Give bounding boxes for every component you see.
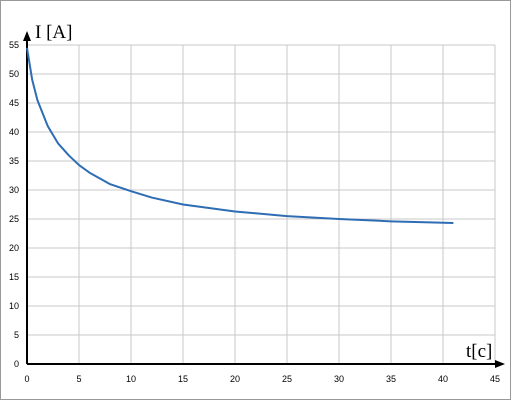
- x-tick-label: 20: [230, 374, 240, 384]
- x-tick-label: 35: [386, 374, 396, 384]
- y-tick-label: 30: [9, 185, 19, 195]
- x-tick-label: 30: [334, 374, 344, 384]
- x-tick-label: 40: [438, 374, 448, 384]
- x-tick-label: 15: [178, 374, 188, 384]
- y-tick-label: 10: [9, 301, 19, 311]
- x-axis-label: t[c]: [466, 341, 492, 362]
- x-tick-label: 45: [490, 374, 500, 384]
- y-tick-label: 5: [14, 330, 19, 340]
- y-tick-label: 20: [9, 243, 19, 253]
- y-tick-label: 0: [14, 359, 19, 369]
- y-tick-label: 50: [9, 69, 19, 79]
- y-tick-label: 40: [9, 127, 19, 137]
- x-tick-label: 0: [24, 374, 29, 384]
- x-tick-label: 5: [76, 374, 81, 384]
- x-tick-label: 25: [282, 374, 292, 384]
- x-axis-arrow: [495, 360, 505, 368]
- y-tick-label: 55: [9, 40, 19, 50]
- y-axis-arrow: [23, 31, 31, 41]
- y-tick-label: 45: [9, 98, 19, 108]
- x-tick-label: 10: [126, 374, 136, 384]
- line: [26, 47, 454, 225]
- y-tick-label: 25: [9, 214, 19, 224]
- y-tick-label: 35: [9, 156, 19, 166]
- y-tick-label: 15: [9, 272, 19, 282]
- y-axis-label: I [A]: [35, 22, 72, 43]
